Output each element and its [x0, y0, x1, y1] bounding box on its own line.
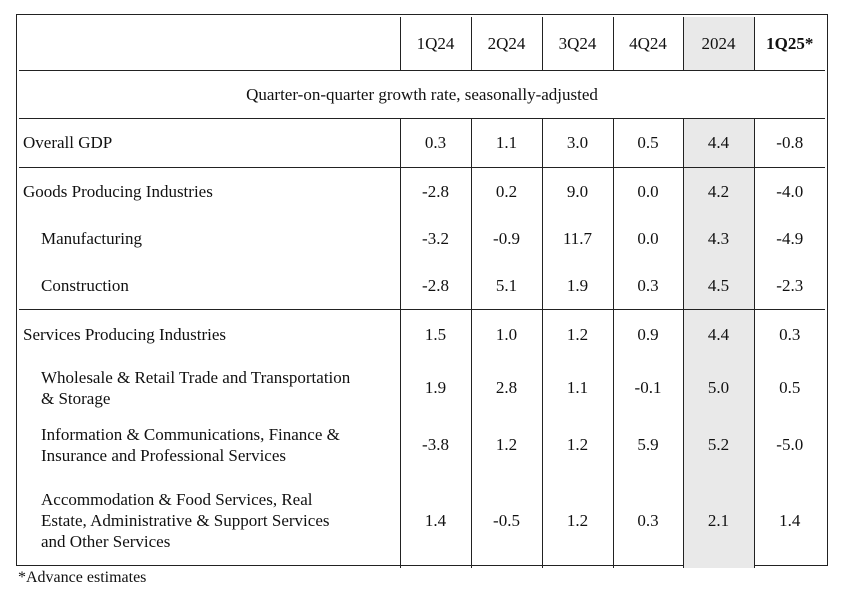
- row-label-line: Information & Communications, Finance &: [41, 424, 340, 444]
- row-label: Accommodation & Food Services, Real Estat…: [19, 473, 400, 568]
- table-cell: -4.0: [753, 167, 825, 215]
- table-cell: 1.4: [399, 473, 471, 568]
- table-cell: -5.0: [753, 416, 825, 473]
- table-cell: 1.1: [470, 118, 542, 168]
- table-cell: 1.9: [541, 262, 613, 310]
- table-cell: -2.3: [753, 262, 825, 310]
- table-cell: 9.0: [541, 167, 613, 215]
- row-label: Construction: [19, 262, 400, 310]
- table-cell: 0.5: [612, 118, 683, 168]
- table-cell: 4.4: [682, 118, 754, 168]
- table-row: Services Producing Industries 1.5 1.0 1.…: [19, 309, 825, 359]
- table-cell: 5.1: [470, 262, 542, 310]
- table-cell: 0.9: [612, 309, 683, 359]
- row-label: Manufacturing: [41, 229, 143, 248]
- table-cell: 5.0: [682, 359, 754, 416]
- table-subtitle: Quarter-on-quarter growth rate, seasonal…: [19, 70, 825, 119]
- table-row: Accommodation & Food Services, Real Estat…: [19, 473, 825, 568]
- table-cell: 0.3: [399, 118, 471, 168]
- table-cell: 1.5: [399, 309, 471, 359]
- column-header-4q24: 4Q24: [612, 17, 683, 71]
- row-label-line: Accommodation & Food Services, Real: [41, 490, 313, 509]
- table-cell: 0.0: [612, 215, 683, 262]
- row-label: Wholesale & Retail Trade and Transportat…: [19, 359, 400, 416]
- table-cell: 2.8: [470, 359, 542, 416]
- table-cell: 2.1: [682, 473, 754, 568]
- table-cell: 5.2: [682, 416, 754, 473]
- table-row: Goods Producing Industries -2.8 0.2 9.0 …: [19, 167, 825, 215]
- table-cell: -2.8: [399, 262, 471, 310]
- row-label-line: Wholesale & Retail Trade and Transportat…: [41, 367, 351, 387]
- table-cell: -3.2: [399, 215, 471, 262]
- table-cell: 1.2: [541, 309, 613, 359]
- row-label: Services Producing Industries: [23, 324, 227, 344]
- table-cell: -2.8: [399, 167, 471, 215]
- table-cell: 1.2: [470, 416, 542, 473]
- table-cell: 1.1: [541, 359, 613, 416]
- table-row: Overall GDP 0.3 1.1 3.0 0.5 4.4 -0.8: [19, 118, 825, 168]
- table-cell: 1.2: [541, 416, 613, 473]
- table-cell: 1.2: [541, 473, 613, 568]
- subtitle-row: Quarter-on-quarter growth rate, seasonal…: [19, 70, 825, 119]
- row-label-line: & Storage: [41, 388, 111, 408]
- column-header-2q24: 2Q24: [470, 17, 542, 71]
- table-cell: 4.3: [682, 215, 754, 262]
- table-cell: 1.9: [399, 359, 471, 416]
- table-cell: -0.1: [612, 359, 683, 416]
- header-row: 1Q24 2Q24 3Q24 4Q24 2024 1Q25*: [19, 17, 825, 71]
- column-header-3q24: 3Q24: [541, 17, 613, 71]
- table-cell: 5.9: [612, 416, 683, 473]
- table-row: Wholesale & Retail Trade and Transportat…: [19, 359, 825, 416]
- table-row: Information & Communications, Finance & I…: [19, 416, 825, 473]
- table-cell: 1.4: [753, 473, 825, 568]
- row-label-line: Estate, Administrative & Support Service…: [41, 511, 330, 530]
- table-cell: 3.0: [541, 118, 613, 168]
- table-row: Construction -2.8 5.1 1.9 0.3 4.5 -2.3: [19, 262, 825, 310]
- header-blank-cell: [19, 17, 400, 71]
- table-cell: 0.5: [753, 359, 825, 416]
- gdp-growth-table: 1Q24 2Q24 3Q24 4Q24 2024 1Q25* Quarter-o…: [19, 17, 825, 568]
- column-header-2024: 2024: [682, 17, 754, 71]
- row-label-line: and Other Services: [41, 532, 171, 551]
- table-cell: 0.0: [612, 167, 683, 215]
- table-cell: 1.0: [470, 309, 542, 359]
- row-label: Overall GDP: [19, 118, 400, 168]
- table-cell: -3.8: [399, 416, 471, 473]
- table-row: Manufacturing -3.2 -0.9 11.7 0.0 4.3 -4.…: [19, 215, 825, 262]
- table-cell: -0.8: [753, 118, 825, 168]
- table-cell: 4.5: [682, 262, 754, 310]
- table-cell: 0.3: [612, 473, 683, 568]
- footnote: *Advance estimates: [18, 569, 147, 586]
- table-cell: -4.9: [753, 215, 825, 262]
- row-label: Information & Communications, Finance & I…: [19, 416, 400, 473]
- table-cell: 0.3: [753, 309, 825, 359]
- column-header-1q24: 1Q24: [399, 17, 471, 71]
- row-label-line: Insurance and Professional Services: [41, 445, 287, 465]
- table-cell: 4.4: [682, 309, 754, 359]
- table-cell: 0.2: [470, 167, 542, 215]
- table-cell: 11.7: [541, 215, 613, 262]
- column-header-1q25: 1Q25*: [753, 17, 825, 71]
- table-cell: 0.3: [612, 262, 683, 310]
- table-cell: -0.9: [470, 215, 542, 262]
- table-cell: -0.5: [470, 473, 542, 568]
- row-label: Goods Producing Industries: [23, 181, 213, 201]
- table-cell: 4.2: [682, 167, 754, 215]
